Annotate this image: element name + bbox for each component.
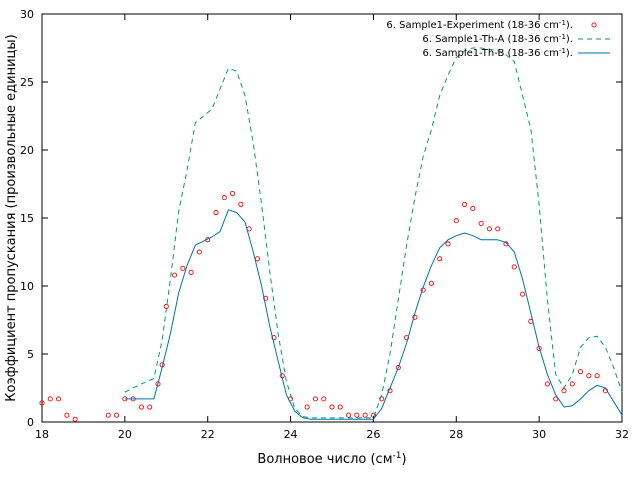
data-point xyxy=(594,373,600,379)
x-tick-label: 20 xyxy=(118,428,132,441)
y-tick-label: 25 xyxy=(20,76,34,89)
data-point xyxy=(188,269,194,275)
legend-label-th-b: 6. Sample1-Th-B (18-36 cm-1). xyxy=(423,47,573,59)
data-point xyxy=(428,280,434,286)
x-tick-label: 26 xyxy=(366,428,380,441)
data-point xyxy=(238,201,244,207)
data-point xyxy=(578,369,584,375)
data-point xyxy=(503,241,509,247)
data-point xyxy=(379,396,385,402)
data-point xyxy=(47,396,53,402)
data-point xyxy=(56,396,62,402)
data-point xyxy=(569,381,575,387)
y-tick-label: 30 xyxy=(20,8,34,21)
x-axis-label: Волновое число (см-1) xyxy=(257,451,406,467)
data-point xyxy=(230,190,236,197)
data-point xyxy=(213,210,219,216)
data-point xyxy=(180,265,186,271)
plot-frame xyxy=(41,13,623,423)
data-point xyxy=(511,264,517,270)
series-1-line xyxy=(124,47,623,419)
data-point xyxy=(312,396,318,402)
data-point xyxy=(362,412,368,418)
series-2-line xyxy=(124,209,623,420)
x-tick-label: 24 xyxy=(284,428,298,441)
data-point xyxy=(445,241,451,247)
data-point xyxy=(453,218,459,224)
x-tick-label: 30 xyxy=(532,428,546,441)
x-tick-label: 28 xyxy=(449,428,463,441)
data-point xyxy=(370,412,376,418)
data-point xyxy=(72,416,78,422)
data-point xyxy=(321,396,327,402)
data-point xyxy=(271,335,277,341)
y-axis-label: Коэффициент пропускания (произвольные ед… xyxy=(4,34,19,401)
data-point xyxy=(105,412,111,418)
data-point xyxy=(354,412,360,418)
legend: 6. Sample1-Experiment (18-36 cm-1). 6. S… xyxy=(386,19,610,59)
data-point xyxy=(254,256,260,262)
data-point xyxy=(172,272,178,278)
axis-ticks: 18 20 22 24 26 28 30 32 0 5 10 15 20 25 30 xyxy=(20,8,629,441)
x-tick-label: 32 xyxy=(615,428,629,441)
data-point xyxy=(114,412,120,418)
data-point xyxy=(544,381,550,387)
data-point xyxy=(304,404,310,410)
data-point xyxy=(561,388,567,394)
series-layer xyxy=(39,47,623,422)
data-point xyxy=(553,396,559,402)
data-point xyxy=(337,404,343,410)
data-point xyxy=(221,195,227,201)
y-tick-label: 0 xyxy=(27,416,34,429)
series-0-points xyxy=(39,190,608,422)
legend-marker-experiment xyxy=(591,22,597,28)
data-point xyxy=(404,335,410,341)
data-point xyxy=(147,404,153,410)
data-point xyxy=(39,400,45,406)
legend-label-experiment: 6. Sample1-Experiment (18-36 cm-1). xyxy=(386,19,573,31)
data-point xyxy=(478,220,484,226)
legend-label-th-a: 6. Sample1-Th-A (18-36 cm-1). xyxy=(422,33,573,45)
y-tick-label: 5 xyxy=(27,348,34,361)
data-point xyxy=(586,373,592,379)
data-point xyxy=(486,226,492,232)
y-tick-label: 15 xyxy=(20,212,34,225)
data-point xyxy=(346,412,352,418)
data-point xyxy=(138,404,144,410)
data-point xyxy=(462,201,468,207)
x-tick-label: 18 xyxy=(35,428,49,441)
y-tick-label: 20 xyxy=(20,144,34,157)
data-point xyxy=(64,412,70,418)
data-point xyxy=(470,205,476,212)
data-point xyxy=(395,365,401,371)
data-point xyxy=(437,256,443,262)
x-tick-label: 22 xyxy=(201,428,215,441)
data-point xyxy=(520,291,526,297)
data-point xyxy=(196,249,202,255)
y-tick-label: 10 xyxy=(20,280,34,293)
data-point xyxy=(495,226,501,232)
data-point xyxy=(329,404,335,410)
